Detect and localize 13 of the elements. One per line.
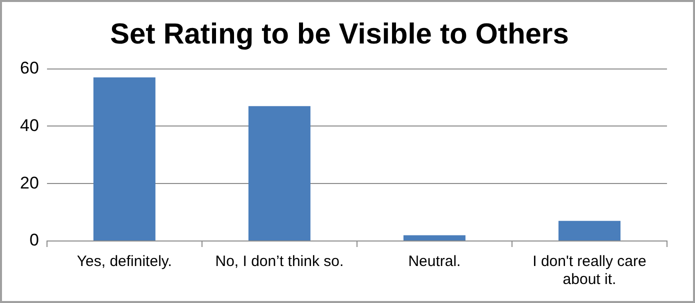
bar bbox=[248, 106, 310, 240]
bar bbox=[93, 77, 156, 240]
chart-title: Set Rating to be Visible to Others bbox=[110, 18, 569, 50]
y-tick-label: 0 bbox=[29, 230, 39, 250]
y-tick-label: 60 bbox=[20, 58, 39, 78]
bar bbox=[403, 235, 466, 240]
x-tick-label: Neutral. bbox=[408, 253, 461, 270]
x-tick-label: I don't really care about it. bbox=[532, 253, 646, 288]
y-tick-label: 40 bbox=[20, 116, 39, 135]
bar bbox=[558, 220, 620, 240]
y-tick-label: 20 bbox=[20, 173, 39, 192]
x-tick-label: No, I don’t think so. bbox=[215, 253, 344, 270]
x-tick-label: Yes, definitely. bbox=[76, 253, 172, 270]
